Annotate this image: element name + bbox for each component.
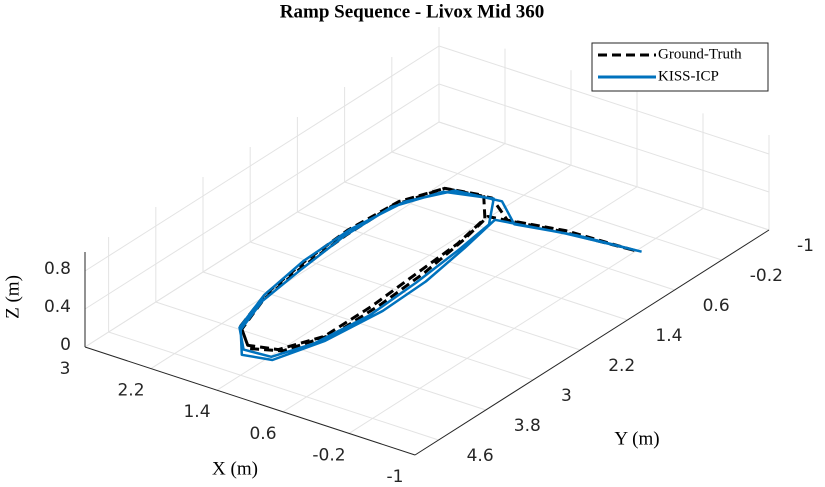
wall-grid-line bbox=[438, 121, 770, 231]
floor-grid-line bbox=[344, 181, 675, 291]
x-tick-label: 2.2 bbox=[117, 381, 144, 401]
z-axis-label: Z (m) bbox=[2, 275, 23, 319]
wall-grid-line bbox=[84, 121, 440, 348]
y-tick-label: 4.6 bbox=[467, 446, 494, 466]
floor-grid-line bbox=[348, 207, 704, 434]
x-axis-label: X (m) bbox=[212, 458, 258, 479]
floor-grid-line bbox=[282, 186, 638, 413]
y-axis-label: Y (m) bbox=[614, 428, 659, 449]
floor-grid-line bbox=[216, 164, 572, 391]
legend-label: Ground-Truth bbox=[658, 46, 742, 62]
y-tick-label: -1 bbox=[797, 236, 814, 256]
y-tick-label: -0.2 bbox=[750, 266, 783, 286]
floor-grid-line bbox=[108, 331, 439, 441]
wall-grid-line bbox=[438, 45, 770, 155]
y-tick-label: 0.6 bbox=[703, 296, 730, 316]
trajectory bbox=[239, 186, 635, 353]
trajectory bbox=[238, 189, 642, 362]
x-axis bbox=[84, 346, 416, 456]
chart-title: Ramp Sequence - Livox Mid 360 bbox=[280, 1, 544, 22]
floor-grid-line bbox=[202, 271, 534, 381]
wall-grid-line bbox=[438, 83, 770, 193]
x-tick-label: -1 bbox=[387, 467, 404, 487]
wall-grid-line bbox=[84, 83, 440, 310]
z-tick-label: 0 bbox=[60, 335, 71, 355]
floor-grid-line bbox=[297, 211, 628, 321]
y-tick-label: 2.2 bbox=[608, 356, 635, 376]
legend-box bbox=[591, 42, 769, 92]
y-axis bbox=[414, 229, 770, 456]
y-tick-label: 1.4 bbox=[655, 326, 682, 346]
floor-grid-line bbox=[155, 301, 486, 411]
x-tick-label: 1.4 bbox=[183, 402, 210, 422]
x-tick-label: 0.6 bbox=[249, 424, 276, 444]
legend-label: KISS-ICP bbox=[658, 68, 719, 84]
floor-grid-line bbox=[391, 151, 722, 261]
floor-grid-line bbox=[250, 241, 581, 351]
floor-grid-line bbox=[150, 143, 506, 370]
z-tick-label: 0.4 bbox=[44, 297, 71, 317]
y-tick-label: 3 bbox=[561, 386, 572, 406]
x-tick-label: 3 bbox=[60, 359, 71, 379]
x-tick-label: -0.2 bbox=[312, 445, 345, 465]
z-tick-label: 0.8 bbox=[44, 259, 71, 279]
y-tick-label: 3.8 bbox=[514, 416, 541, 436]
wall-grid-line bbox=[84, 45, 440, 272]
